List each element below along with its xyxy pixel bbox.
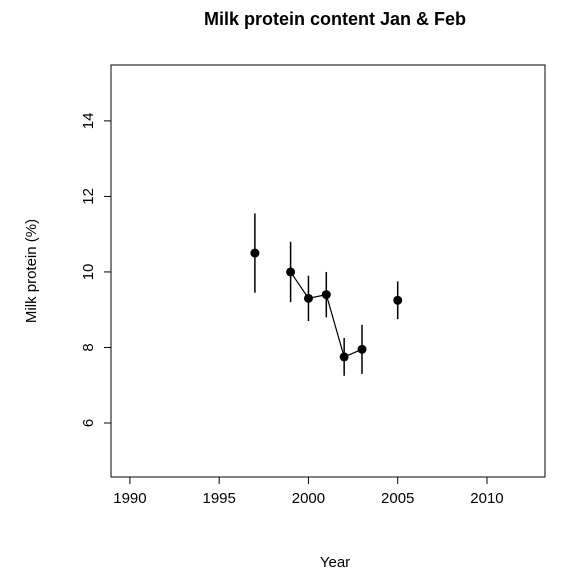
y-axis-label: Milk protein (%) — [23, 219, 40, 323]
x-tick-label: 2000 — [292, 490, 325, 507]
x-axis-label: Year — [320, 554, 350, 571]
y-tick-label: 6 — [80, 419, 97, 427]
x-tick-label: 2005 — [381, 490, 414, 507]
data-point — [339, 352, 349, 362]
y-tick-label: 8 — [80, 343, 97, 351]
data-point — [321, 290, 331, 300]
y-tick-label: 10 — [80, 264, 97, 281]
chart-title: Milk protein content Jan & Feb — [204, 9, 466, 29]
y-tick-label: 12 — [80, 188, 97, 205]
data-point — [303, 293, 313, 303]
x-tick-label: 2010 — [470, 490, 503, 507]
plot-frame — [110, 64, 546, 478]
x-tick-label: 1995 — [203, 490, 236, 507]
data-point — [357, 344, 367, 354]
x-tick-label: 1990 — [113, 490, 146, 507]
data-point — [250, 248, 260, 258]
y-tick-label: 14 — [80, 113, 97, 130]
data-point — [393, 295, 403, 305]
data-point — [286, 267, 296, 277]
